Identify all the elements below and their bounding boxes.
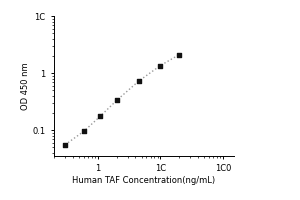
Point [82, 130, 86, 133]
Point [177, 53, 182, 56]
Point [98, 115, 103, 118]
Point [63, 143, 68, 146]
X-axis label: Human TAF Concentration(ng/mL): Human TAF Concentration(ng/mL) [72, 176, 216, 185]
Point [158, 64, 163, 67]
Point [136, 80, 141, 83]
Point [114, 99, 119, 102]
Y-axis label: OD 450 nm: OD 450 nm [21, 62, 30, 110]
